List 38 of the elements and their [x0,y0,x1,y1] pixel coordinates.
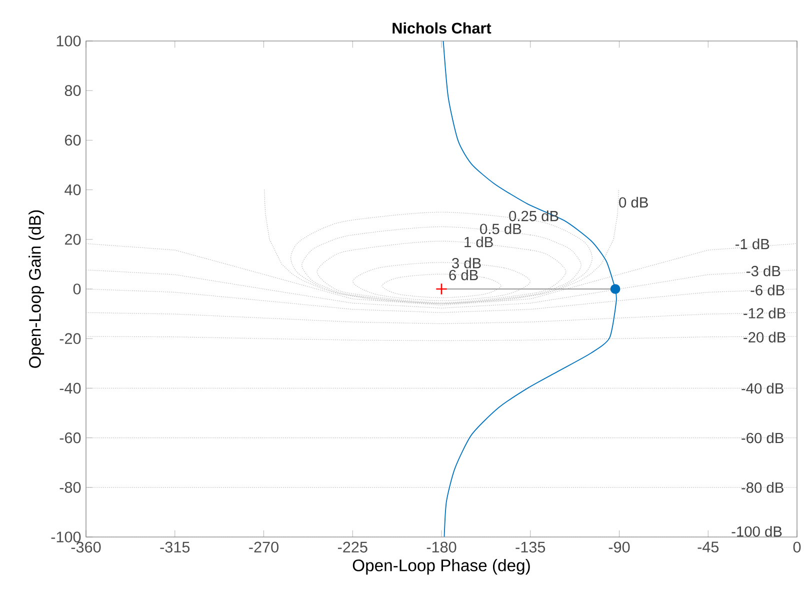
y-tick-label: -100 [51,532,81,542]
annotation: -20 dB [744,332,786,342]
y-tick-label: 0 [73,284,81,294]
annotation: -1 dB [736,238,770,250]
annotation: 0.5 dB [480,223,522,234]
y-tick-label: 100 [56,36,81,46]
annotation: -12 dB [744,308,786,318]
annotation: 6 dB [449,269,478,280]
annotation: -60 dB [742,432,784,444]
annotation: 3 dB [452,258,481,268]
annotation: 0.25 dB [509,210,558,222]
annotation: 1 dB [464,236,493,248]
y-axis-title: Open-Loop Gain (dB) [28,210,44,368]
x-tick-label: 0 [793,542,801,553]
annotation: -80 dB [742,482,784,493]
x-axis-title: Open-Loop Phase (deg) [352,559,530,575]
annotation: -100 dB [732,526,782,537]
annotation: -40 dB [742,382,784,394]
x-tick-label: -45 [698,542,719,552]
x-tick-label: -135 [516,542,546,553]
y-tick-label: -40 [60,382,81,394]
y-tick-label: 40 [64,184,81,196]
x-tick-label: -270 [249,542,278,553]
chart-title: Nichols Chart [392,22,492,34]
x-tick-label: -180 [426,542,456,553]
annotation: -6 dB [750,284,784,296]
x-tick-label: -90 [608,542,630,553]
x-tick-label: -360 [71,542,101,553]
annotation: -3 dB [746,266,780,276]
y-tick-label: -80 [60,482,81,493]
y-tick-label: 20 [65,234,81,245]
y-tick-label: 80 [64,85,81,96]
x-tick-label: -315 [160,542,190,553]
y-tick-label: -60 [60,432,81,444]
y-tick-label: -20 [60,333,81,344]
y-tick-label: 60 [65,134,81,146]
x-tick-label: -225 [338,542,368,553]
annotation: 0 dB [619,196,648,208]
